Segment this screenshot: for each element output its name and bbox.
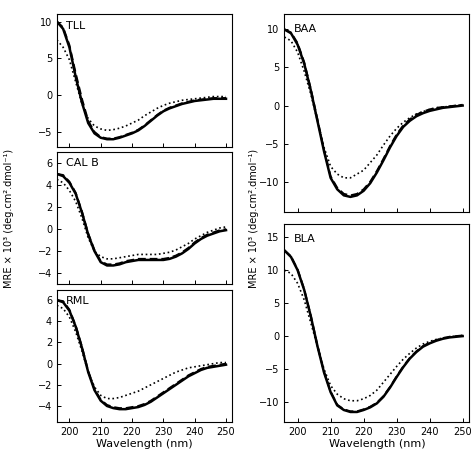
- Text: BAA: BAA: [293, 24, 317, 34]
- Text: MRE × 10³ (deg.cm².dmol⁻¹): MRE × 10³ (deg.cm².dmol⁻¹): [248, 148, 259, 288]
- Text: TLL: TLL: [65, 21, 85, 31]
- X-axis label: Wavelength (nm): Wavelength (nm): [328, 439, 425, 449]
- Text: BLA: BLA: [293, 234, 315, 244]
- X-axis label: Wavelength (nm): Wavelength (nm): [96, 439, 193, 449]
- Text: MRE × 10³ (deg.cm².dmol⁻¹): MRE × 10³ (deg.cm².dmol⁻¹): [4, 148, 15, 288]
- Text: CAL B: CAL B: [65, 158, 99, 168]
- Text: RML: RML: [65, 296, 89, 306]
